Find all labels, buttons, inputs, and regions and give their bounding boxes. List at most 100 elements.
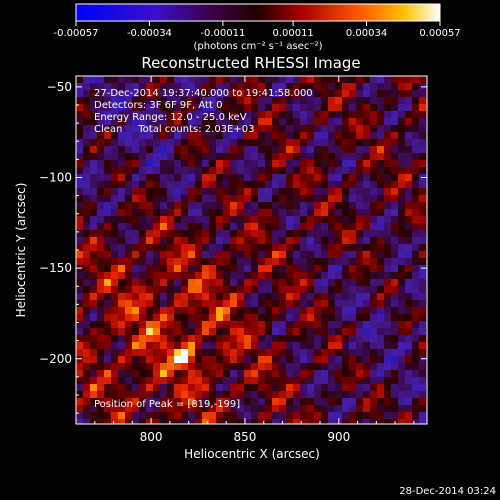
- heatmap-cell: [90, 398, 97, 405]
- heatmap-cell: [412, 174, 419, 181]
- heatmap-cell: [321, 307, 328, 314]
- heatmap-cell: [216, 244, 223, 251]
- heatmap-cell: [293, 377, 300, 384]
- heatmap-cell: [286, 132, 293, 139]
- heatmap-cell: [223, 139, 230, 146]
- heatmap-cell: [132, 307, 139, 314]
- heatmap-cell: [356, 202, 363, 209]
- heatmap-cell: [314, 76, 321, 83]
- heatmap-cell: [300, 76, 307, 83]
- heatmap-cell: [279, 139, 286, 146]
- heatmap-cell: [125, 188, 132, 195]
- heatmap-cell: [90, 125, 97, 132]
- heatmap-cell: [146, 174, 153, 181]
- y-tick-label: −150: [39, 261, 72, 275]
- heatmap-cell: [300, 405, 307, 412]
- heatmap-cell: [244, 188, 251, 195]
- heatmap-cell: [153, 230, 160, 237]
- heatmap-cell: [160, 153, 167, 160]
- heatmap-cell: [167, 167, 174, 174]
- heatmap-cell: [293, 118, 300, 125]
- heatmap-cell: [111, 279, 118, 286]
- heatmap-cell: [258, 328, 265, 335]
- heatmap-cell: [419, 419, 426, 424]
- heatmap-cell: [328, 111, 335, 118]
- heatmap-cell: [279, 265, 286, 272]
- heatmap-cell: [293, 272, 300, 279]
- heatmap-cell: [286, 118, 293, 125]
- heatmap-cell: [125, 258, 132, 265]
- heatmap-cell: [230, 237, 237, 244]
- heatmap-cell: [265, 132, 272, 139]
- heatmap-cell: [146, 209, 153, 216]
- heatmap-cell: [202, 139, 209, 146]
- heatmap-cell: [118, 314, 125, 321]
- heatmap-cell: [279, 216, 286, 223]
- heatmap-cell: [307, 146, 314, 153]
- heatmap-cell: [83, 167, 90, 174]
- heatmap-cell: [195, 363, 202, 370]
- heatmap-cell: [300, 146, 307, 153]
- heatmap-cell: [181, 286, 188, 293]
- heatmap-cell: [419, 244, 426, 251]
- heatmap-cell: [188, 251, 195, 258]
- heatmap-cell: [370, 90, 377, 97]
- heatmap-cell: [391, 279, 398, 286]
- heatmap-cell: [342, 209, 349, 216]
- heatmap-cell: [230, 132, 237, 139]
- heatmap-cell: [90, 384, 97, 391]
- heatmap-cell: [237, 398, 244, 405]
- heatmap-cell: [370, 412, 377, 419]
- heatmap-cell: [307, 90, 314, 97]
- heatmap-cell: [174, 153, 181, 160]
- heatmap-cell: [174, 90, 181, 97]
- heatmap-cell: [188, 216, 195, 223]
- heatmap-cell: [195, 111, 202, 118]
- heatmap-cell: [237, 293, 244, 300]
- heatmap-cell: [160, 279, 167, 286]
- heatmap-cell: [363, 104, 370, 111]
- heatmap-cell: [321, 286, 328, 293]
- heatmap-cell: [286, 398, 293, 405]
- heatmap-cell: [216, 405, 223, 412]
- heatmap-cell: [153, 384, 160, 391]
- heatmap-cell: [370, 160, 377, 167]
- heatmap-cell: [342, 307, 349, 314]
- heatmap-cell: [307, 223, 314, 230]
- heatmap-cell: [272, 272, 279, 279]
- heatmap-cell: [125, 153, 132, 160]
- heatmap-cell: [363, 188, 370, 195]
- heatmap-cell: [335, 167, 342, 174]
- heatmap-cell: [216, 118, 223, 125]
- heatmap-cell: [307, 104, 314, 111]
- heatmap-cell: [111, 160, 118, 167]
- heatmap-cell: [118, 349, 125, 356]
- heatmap-cell: [349, 188, 356, 195]
- heatmap-cell: [258, 202, 265, 209]
- heatmap-cell: [328, 356, 335, 363]
- heatmap-cell: [174, 412, 181, 419]
- heatmap-cell: [412, 314, 419, 321]
- heatmap-cell: [76, 272, 83, 279]
- heatmap-cell: [188, 181, 195, 188]
- heatmap-cell: [195, 279, 202, 286]
- heatmap-cell: [167, 251, 174, 258]
- heatmap-cell: [349, 286, 356, 293]
- heatmap-cell: [335, 230, 342, 237]
- heatmap-cell: [174, 146, 181, 153]
- heatmap-cell: [209, 335, 216, 342]
- heatmap-cell: [76, 125, 83, 132]
- heatmap-cell: [83, 90, 90, 97]
- heatmap-cell: [209, 286, 216, 293]
- heatmap-cell: [384, 391, 391, 398]
- heatmap-cell: [160, 104, 167, 111]
- heatmap-cell: [160, 216, 167, 223]
- heatmap-cell: [125, 195, 132, 202]
- heatmap-cell: [244, 160, 251, 167]
- heatmap-cell: [363, 335, 370, 342]
- heatmap-cell: [279, 321, 286, 328]
- heatmap-cell: [76, 244, 83, 251]
- heatmap-cell: [209, 328, 216, 335]
- heatmap-cell: [160, 356, 167, 363]
- heatmap-cell: [104, 349, 111, 356]
